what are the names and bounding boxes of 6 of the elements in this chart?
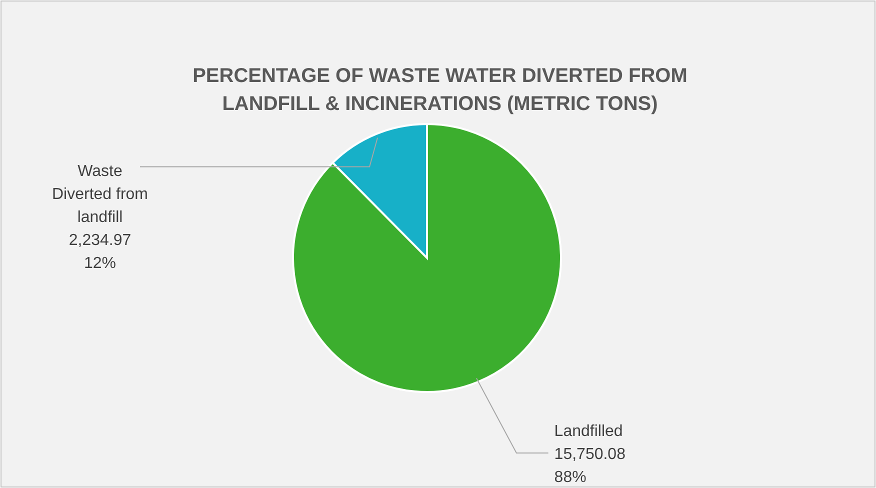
slice-label: Landfilled <box>554 423 623 440</box>
chart-title: PERCENTAGE OF WASTE WATER DIVERTED FROM LANDFILL & INCINERATIONS (METRIC TONS) <box>192 65 688 115</box>
pie-slice <box>292 123 562 393</box>
data-label: 2,234.97 12% <box>68 232 132 272</box>
data-label: 15,750.08 88% <box>554 446 626 486</box>
slice-label: Waste Diverted from landfill <box>52 163 148 226</box>
